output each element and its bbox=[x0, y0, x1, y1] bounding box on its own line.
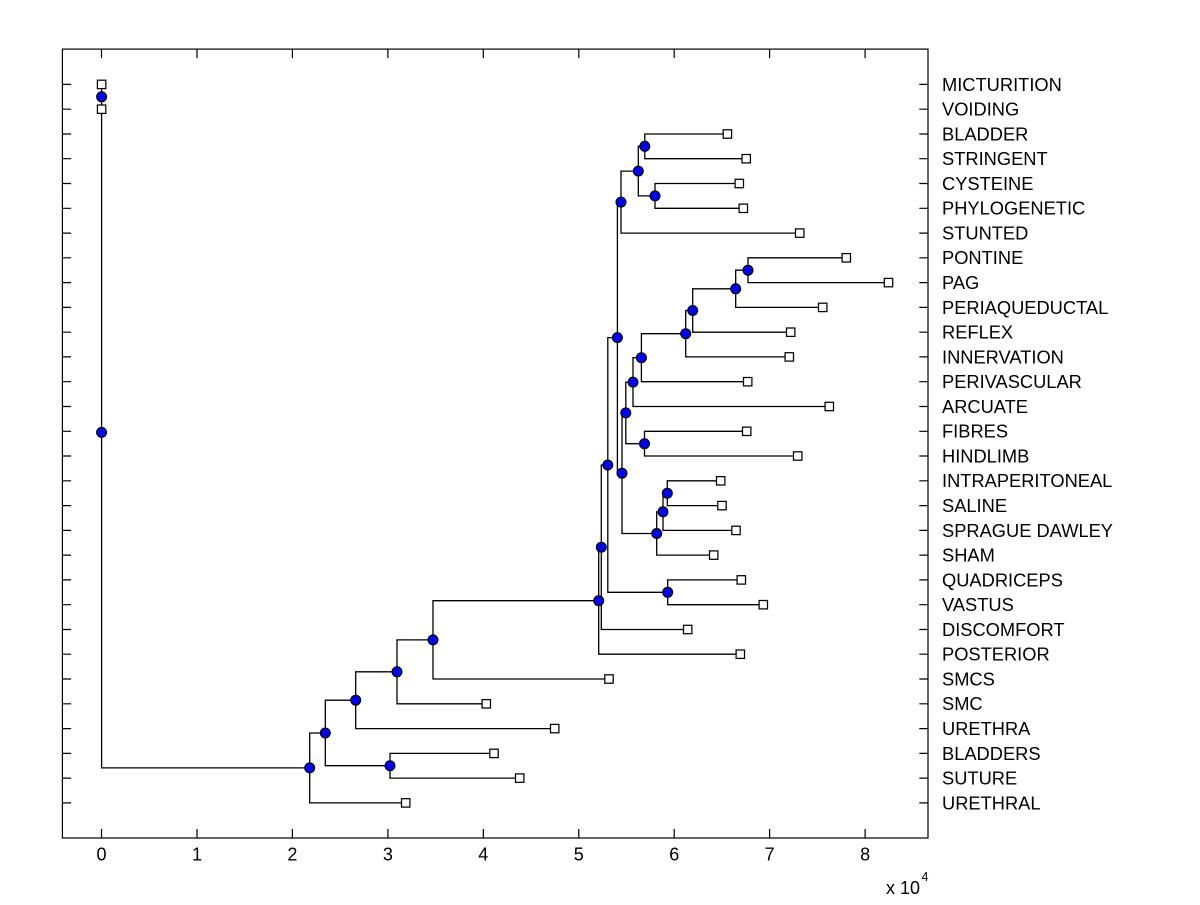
svg-text:CYSTEINE: CYSTEINE bbox=[942, 173, 1033, 194]
svg-text:MICTURITION: MICTURITION bbox=[942, 74, 1062, 95]
svg-text:4: 4 bbox=[478, 845, 488, 865]
svg-text:INNERVATION: INNERVATION bbox=[942, 346, 1064, 367]
svg-text:PAG: PAG bbox=[942, 272, 979, 293]
svg-text:1: 1 bbox=[192, 845, 202, 865]
svg-text:URETHRA: URETHRA bbox=[942, 718, 1031, 739]
svg-text:BLADDER: BLADDER bbox=[942, 123, 1028, 144]
svg-text:STUNTED: STUNTED bbox=[942, 223, 1028, 244]
svg-text:3: 3 bbox=[383, 845, 393, 865]
svg-text:SALINE: SALINE bbox=[942, 495, 1007, 516]
svg-text:SHAM: SHAM bbox=[942, 545, 995, 566]
svg-text:PERIVASCULAR: PERIVASCULAR bbox=[942, 371, 1082, 392]
svg-text:DISCOMFORT: DISCOMFORT bbox=[942, 619, 1065, 640]
svg-text:INTRAPERITONEAL: INTRAPERITONEAL bbox=[942, 470, 1112, 491]
svg-text:PONTINE: PONTINE bbox=[942, 247, 1023, 268]
svg-text:PERIAQUEDUCTAL: PERIAQUEDUCTAL bbox=[942, 297, 1108, 318]
svg-text:BLADDERS: BLADDERS bbox=[942, 743, 1041, 764]
svg-text:VOIDING: VOIDING bbox=[942, 99, 1019, 120]
svg-text:HINDLIMB: HINDLIMB bbox=[942, 445, 1029, 466]
svg-text:SPRAGUE DAWLEY: SPRAGUE DAWLEY bbox=[942, 520, 1113, 541]
svg-text:QUADRICEPS: QUADRICEPS bbox=[942, 569, 1063, 590]
svg-text:SMCS: SMCS bbox=[942, 668, 995, 689]
svg-text:2: 2 bbox=[287, 845, 297, 865]
svg-text:REFLEX: REFLEX bbox=[942, 322, 1013, 343]
svg-text:ARCUATE: ARCUATE bbox=[942, 396, 1028, 417]
svg-text:8: 8 bbox=[860, 845, 870, 865]
svg-text:6: 6 bbox=[669, 845, 679, 865]
svg-text:FIBRES: FIBRES bbox=[942, 421, 1008, 442]
svg-text:PHYLOGENETIC: PHYLOGENETIC bbox=[942, 198, 1085, 219]
svg-text:SMC: SMC bbox=[942, 693, 983, 714]
svg-text:STRINGENT: STRINGENT bbox=[942, 148, 1048, 169]
svg-text:URETHRAL: URETHRAL bbox=[942, 792, 1041, 813]
svg-text:POSTERIOR: POSTERIOR bbox=[942, 644, 1050, 665]
svg-text:SUTURE: SUTURE bbox=[942, 768, 1017, 789]
svg-text:5: 5 bbox=[574, 845, 584, 865]
svg-text:VASTUS: VASTUS bbox=[942, 594, 1014, 615]
svg-text:0: 0 bbox=[96, 845, 106, 865]
svg-text:7: 7 bbox=[765, 845, 775, 865]
